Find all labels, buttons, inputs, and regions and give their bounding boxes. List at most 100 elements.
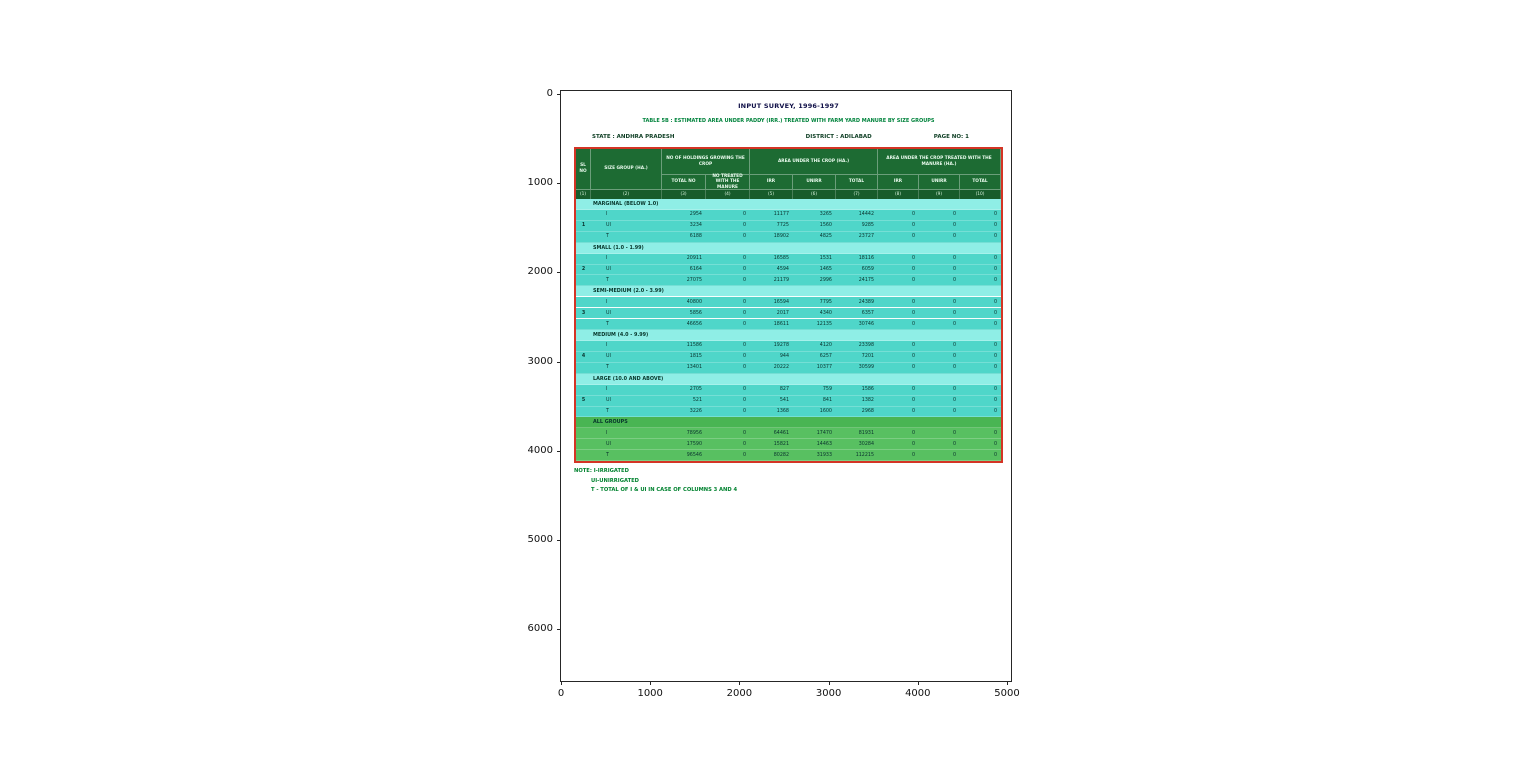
value-cell: 0 [742,398,746,404]
value-cell: 0 [993,277,997,283]
y-tick-label: 4000 [527,444,553,456]
value-cell: 4825 [819,234,832,240]
value-cell: 0 [742,223,746,229]
value-cell: 0 [952,365,956,371]
value-cell: 2705 [689,387,702,393]
value-cell: 521 [692,398,702,404]
sl-cell: 5 [581,398,586,404]
group-label-row: ALL GROUPS [576,417,1001,429]
row-type-label: I [606,343,608,349]
size-group-label: ALL GROUPS [593,419,628,426]
data-table: SL NO SIZE GROUP (HA.) NO OF HOLDINGS GROW… [574,147,1003,463]
value-cell: 7201 [861,354,874,360]
x-tick-mark [650,681,652,685]
value-cell: 2954 [689,212,702,218]
value-cell: 15821 [773,441,789,447]
value-cell: 0 [911,321,915,327]
value-cell: 6164 [689,266,702,272]
value-cell: 7795 [819,299,832,305]
row-type-label: I [606,387,608,393]
x-tick-mark [561,681,562,685]
value-cell: 0 [952,321,956,327]
value-cell: 0 [911,398,915,404]
value-cell: 80282 [773,452,789,458]
header-no-treated: NO TREATED WITH THE MANURE [706,174,750,190]
value-cell: 27075 [686,277,702,283]
value-cell: 0 [993,398,997,404]
header-col-number: (2) [591,190,662,199]
sl-cell [576,210,591,220]
sl-cell [576,286,591,296]
sl-cell [576,232,591,242]
row-type-label: T [606,365,609,371]
table-body: MARGINAL (BELOW 1.0) I 2954 0 11177 3265 14442… [576,199,1001,462]
header-area-total: TOTAL [836,175,878,190]
sl-cell [576,450,591,460]
value-cell: 2017 [776,310,789,316]
plot-axes: INPUT SURVEY, 1996-1997 TABLE 5B : ESTIM… [528,88,1020,699]
value-cell: 0 [742,408,746,414]
table-row-ui: 3 UI 5856 0 2017 4340 6357 0 0 0 [576,308,1001,320]
sl-cell [576,439,591,449]
value-cell: 0 [993,310,997,316]
row-type-label: UI [606,441,611,447]
value-cell: 46656 [686,321,702,327]
value-cell: 12135 [816,321,832,327]
value-cell: 1368 [776,408,789,414]
value-cell: 0 [993,299,997,305]
document-meta-row: STATE : ANDHRA PRADESH DISTRICT : ADILAB… [574,134,1003,143]
header-col-number: (7) [836,190,878,199]
value-cell: 0 [742,234,746,240]
table-row-t: T 96546 0 80282 31933 112215 0 0 0 [576,450,1001,462]
header-col-number: (3) [662,190,706,199]
value-cell: 4594 [776,266,789,272]
sl-cell [576,428,591,438]
value-cell: 0 [742,441,746,447]
value-cell: 20911 [686,256,702,262]
value-cell: 0 [911,310,915,316]
note-line: T - TOTAL OF I & UI IN CASE OF COLUMNS 3… [591,487,738,493]
value-cell: 0 [952,398,956,404]
value-cell: 7725 [776,223,789,229]
header-sl: SL NO [576,149,591,190]
x-tick-label: 3000 [815,688,842,699]
x-tick-label: 0 [557,688,565,699]
x-tick-mark [828,681,830,685]
row-type-label: UI [606,310,611,316]
value-cell: 0 [742,430,746,436]
group-label-row: LARGE (10.0 AND ABOVE) [576,373,1001,385]
value-cell: 17470 [816,430,832,436]
x-tick-label: 2000 [726,688,753,699]
value-cell: 0 [911,234,915,240]
state-label: STATE : ANDHRA PRADESH [592,134,675,140]
scanned-table-image: INPUT SURVEY, 1996-1997 TABLE 5B : ESTIM… [574,91,1003,683]
y-tick-mark [557,450,561,452]
value-cell: 0 [993,441,997,447]
header-area-irr: IRR [750,175,793,190]
x-tick-mark [739,681,741,685]
value-cell: 759 [822,387,832,393]
row-type-label: T [606,277,609,283]
y-tick-label: 1000 [527,177,553,189]
value-cell: 24389 [858,299,874,305]
header-col-number: (1) [576,190,591,199]
value-cell: 18611 [773,321,789,327]
value-cell: 0 [993,212,997,218]
value-cell: 9285 [861,223,874,229]
header-area-unirr: UNIRR [793,175,836,190]
table-row-i: I 2705 0 827 759 1586 0 0 0 [576,384,1001,396]
header-col-number: (6) [793,190,836,199]
value-cell: 2996 [819,277,832,283]
y-tick-label: 0 [546,88,553,99]
header-area-group: AREA UNDER THE CROP (HA.) [750,149,878,175]
value-cell: 11586 [686,343,702,349]
value-cell: 0 [742,299,746,305]
table-row-ui: 5 UI 521 0 541 841 1382 0 0 0 [576,395,1001,407]
header-total-no: TOTAL NO [662,175,706,190]
value-cell: 14442 [858,212,874,218]
value-cell: 3265 [819,212,832,218]
value-cell: 0 [952,310,956,316]
district-label: DISTRICT : ADILABAD [805,134,872,140]
group-label-row: MEDIUM (4.0 - 9.99) [576,330,1001,341]
row-type-label: I [606,299,608,305]
